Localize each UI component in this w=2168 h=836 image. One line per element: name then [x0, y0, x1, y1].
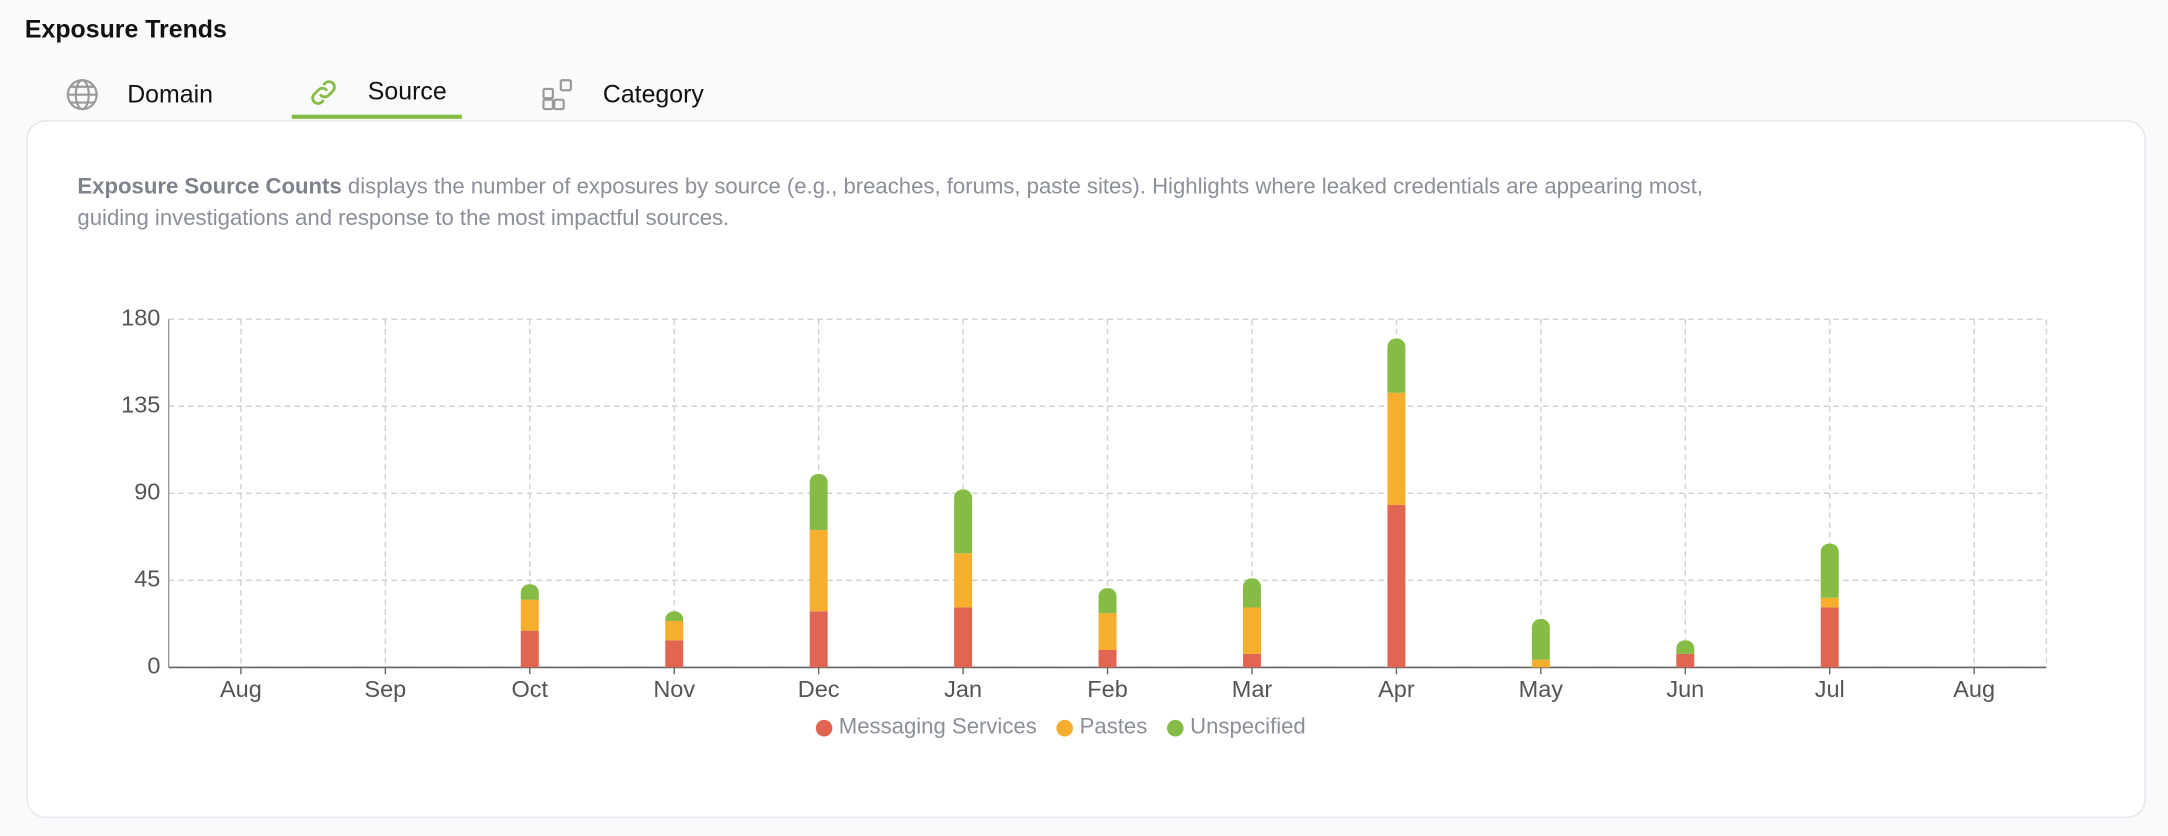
x-tick-label: May: [1519, 676, 1564, 702]
legend-item[interactable]: Pastes: [1056, 716, 1147, 741]
bar-segment: [1820, 597, 1839, 608]
y-tick-label: 0: [147, 653, 160, 679]
bar-segment: [1242, 607, 1261, 654]
legend-item[interactable]: Messaging Services: [815, 715, 1037, 741]
bar-segment: [1387, 392, 1406, 505]
x-tick-label: Mar: [1232, 676, 1273, 702]
x-tick-label: Oct: [512, 676, 549, 702]
legend-swatch: [1166, 719, 1184, 737]
bar-segment: [809, 473, 828, 531]
bar-segment: [665, 640, 684, 668]
y-tick-label: 135: [121, 391, 160, 417]
x-tick-label: Feb: [1087, 676, 1127, 702]
legend-swatch: [815, 719, 832, 737]
bar-segment: [665, 611, 684, 621]
y-tick-label: 180: [121, 304, 160, 330]
x-tick-label: Jul: [1815, 676, 1845, 702]
x-tick-label: Apr: [1378, 676, 1415, 702]
y-tick-label: 45: [134, 566, 160, 592]
bar-segment: [1242, 653, 1261, 668]
bar-segment: [1387, 504, 1406, 668]
x-tick-label: Aug: [1953, 676, 1995, 702]
bar-segment: [1242, 578, 1261, 608]
link-icon: [311, 79, 336, 105]
bar-segment: [954, 607, 973, 668]
bar-segment: [1098, 613, 1117, 650]
page-title: Exposure Trends: [24, 15, 227, 43]
tab-label: Domain: [127, 79, 213, 108]
bar-segment: [520, 630, 539, 668]
tab[interactable]: Category: [541, 69, 704, 119]
legend: Messaging Services Pastes Unspecified: [0, 716, 2121, 741]
bar-segment: [1098, 588, 1117, 614]
bar-segment: [520, 599, 539, 631]
tab-active[interactable]: Source: [291, 69, 462, 119]
tab-label: Category: [602, 79, 704, 108]
y-tick-label: 90: [134, 479, 160, 505]
bar-segment: [520, 584, 539, 600]
bar-segment: [665, 620, 684, 641]
x-tick-label: Jun: [1666, 676, 1704, 702]
description-text: displays the number of exposures by sour…: [77, 175, 1704, 231]
bar-segment: [1531, 619, 1550, 660]
x-tick-label: Jan: [944, 676, 982, 702]
legend-label: Messaging Services: [838, 715, 1037, 740]
x-tick-label: Sep: [364, 676, 406, 702]
legend-item[interactable]: Unspecified: [1166, 715, 1306, 741]
globe-icon: [66, 78, 98, 110]
card: [26, 120, 2146, 819]
legend-label: Unspecified: [1190, 715, 1306, 740]
bar-segment: [954, 489, 973, 554]
bar-segment: [1676, 640, 1695, 654]
x-tick-label: Dec: [798, 676, 840, 702]
bar-segment: [1820, 607, 1839, 668]
bar-segment: [1098, 649, 1117, 668]
tab[interactable]: Domain: [65, 69, 213, 119]
bar-segment: [809, 530, 828, 612]
bar-segment: [1531, 659, 1550, 668]
description-lead: Exposure Source Counts: [77, 175, 342, 199]
bar-segment: [1676, 653, 1695, 668]
bar-segment: [809, 611, 828, 668]
bar-segment: [954, 553, 973, 608]
bar-segment: [1820, 543, 1839, 598]
category-icon: [542, 78, 572, 110]
x-tick-label: Aug: [220, 676, 262, 702]
tab-label: Source: [367, 77, 447, 106]
legend-swatch: [1056, 719, 1073, 737]
bar-segment: [1387, 338, 1406, 393]
legend-label: Pastes: [1079, 715, 1148, 740]
x-tick-label: Nov: [653, 676, 695, 702]
description: Exposure Source Counts displays the numb…: [77, 171, 1750, 235]
